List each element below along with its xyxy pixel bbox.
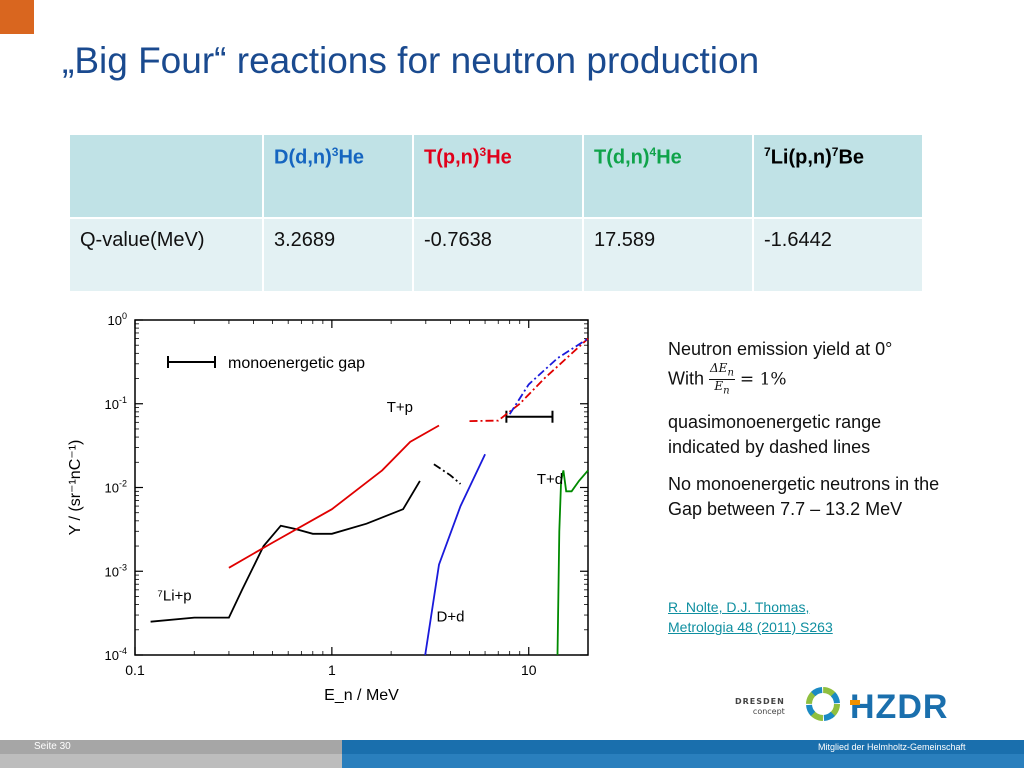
reference-link[interactable]: R. Nolte, D.J. Thomas, Metrologia 48 (20… bbox=[668, 597, 833, 637]
series-annotation: ⁷Li+p bbox=[157, 587, 191, 604]
q-value-dd: 3.2689 bbox=[262, 217, 414, 293]
note-gap-2: Gap between 7.7 – 13.2 MeV bbox=[668, 498, 903, 519]
page-number: Seite 30 bbox=[34, 741, 71, 752]
series-annotation: T+d bbox=[537, 471, 563, 488]
helmholtz-member-note: Mitglied der Helmholtz-Gemeinschaft bbox=[818, 742, 966, 752]
fraction-equals: = 1% bbox=[739, 369, 787, 390]
table-row: Q-value(MeV) 3.2689 -0.7638 17.589 -1.64… bbox=[68, 217, 924, 293]
table-header-td: T(d,n)4He bbox=[582, 133, 754, 219]
reference-line-2[interactable]: Metrologia 48 (2011) S263 bbox=[668, 619, 833, 635]
series-line-1 bbox=[228, 424, 440, 569]
table-header-empty bbox=[68, 133, 264, 219]
hzdr-logo: HZDR bbox=[850, 688, 948, 724]
footer-bar-right-lower bbox=[342, 754, 1024, 768]
y-tick-label: 10-1 bbox=[105, 395, 127, 412]
fraction-denominator: E bbox=[714, 379, 724, 394]
note-gap-1: No monoenergetic neutrons in the bbox=[668, 473, 940, 494]
y-axis-label: Y / (sr⁻¹nC⁻¹) bbox=[67, 440, 84, 536]
note-with: With ΔEn En = 1% bbox=[668, 362, 939, 398]
q-value-lip: -1.6442 bbox=[752, 217, 924, 293]
slide-title: „Big Four“ reactions for neutron product… bbox=[62, 40, 760, 81]
series-line-dashed-0 bbox=[433, 463, 462, 485]
y-tick-label: 10-4 bbox=[105, 646, 127, 663]
note-yield: Neutron emission yield at 0° bbox=[668, 339, 893, 359]
q-value-td: 17.589 bbox=[582, 217, 754, 293]
x-tick-label: 0.1 bbox=[125, 662, 145, 678]
x-tick-label: 1 bbox=[328, 662, 336, 678]
footer-bar-right bbox=[342, 740, 1024, 754]
footer-bar-left bbox=[0, 740, 342, 754]
fraction-denominator-sub: n bbox=[723, 385, 730, 397]
x-axis-label: E_n / MeV bbox=[324, 687, 399, 704]
series-line-3 bbox=[556, 469, 589, 656]
x-tick-label: 10 bbox=[521, 662, 537, 678]
fraction-numerator-sub: n bbox=[727, 367, 734, 379]
table-header-lip: 7Li(p,n)7Be bbox=[752, 133, 924, 219]
note-quasi-2: indicated by dashed lines bbox=[668, 436, 871, 457]
dresden-concept-wordmark: DRESDEN concept bbox=[735, 697, 785, 716]
legend-label: monoenergetic gap bbox=[228, 355, 365, 372]
fraction-numerator: ΔE bbox=[710, 361, 728, 375]
y-tick-label: 10-3 bbox=[105, 562, 127, 579]
y-tick-label: 100 bbox=[108, 311, 127, 328]
series-annotation: D+d bbox=[436, 609, 464, 626]
q-value-table: D(d,n)3He T(p,n)3He T(d,n)4He 7Li(p,n)7B… bbox=[68, 133, 924, 293]
series-line-2 bbox=[424, 453, 486, 656]
table-header-dd: D(d,n)3He bbox=[262, 133, 414, 219]
energy-fraction: ΔEn En bbox=[709, 362, 735, 398]
q-value-tp: -0.7638 bbox=[412, 217, 584, 293]
reference-line-1[interactable]: R. Nolte, D.J. Thomas, bbox=[668, 599, 810, 615]
notes-panel: Neutron emission yield at 0° With ΔEn En… bbox=[668, 337, 939, 522]
note-with-label: With bbox=[668, 368, 704, 389]
series-line-0 bbox=[150, 480, 421, 623]
footer-bar-left-lower bbox=[0, 754, 342, 768]
note-quasi-1: quasimonoenergetic range bbox=[668, 411, 882, 432]
hzdr-wordmark: HZDR bbox=[850, 688, 948, 724]
table-header-tp: T(p,n)3He bbox=[412, 133, 584, 219]
series-line-dashed-2 bbox=[508, 337, 589, 415]
series-line-dashed-1 bbox=[469, 337, 589, 422]
table-header-row: D(d,n)3He T(p,n)3He T(d,n)4He 7Li(p,n)7B… bbox=[68, 133, 924, 219]
dresden-concept-logo bbox=[806, 687, 840, 721]
neutron-yield-chart: 0.1 1 10 10-4 10-3 10-2 10-1 100 E_n / MeV Y / (s… bbox=[67, 311, 589, 704]
y-tick-label: 10-2 bbox=[105, 479, 127, 496]
series-annotation: T+p bbox=[387, 399, 413, 416]
row-label: Q-value(MeV) bbox=[68, 217, 264, 293]
brand-corner-mark bbox=[0, 0, 34, 34]
